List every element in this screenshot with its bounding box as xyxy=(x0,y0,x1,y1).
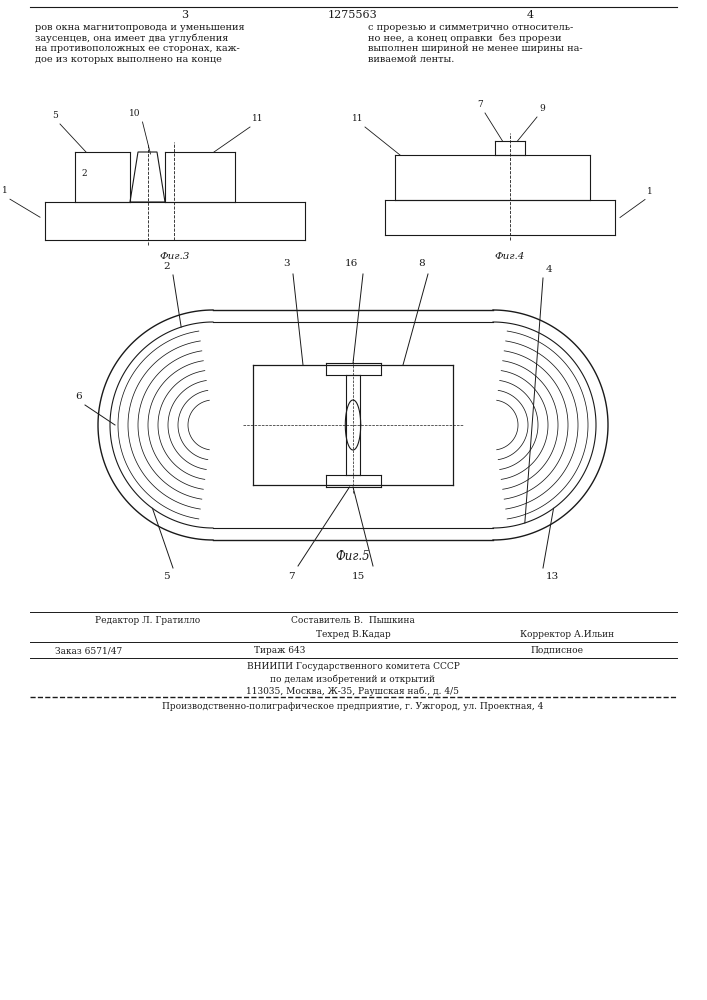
Text: 2: 2 xyxy=(81,168,87,178)
Text: 1: 1 xyxy=(647,186,653,196)
Text: Производственно-полиграфическое предприятие, г. Ужгород, ул. Проектная, 4: Производственно-полиграфическое предприя… xyxy=(163,702,544,711)
Text: 11: 11 xyxy=(351,114,363,123)
Text: 8: 8 xyxy=(419,259,425,268)
Text: 5: 5 xyxy=(163,572,170,581)
Text: Фиг.4: Фиг.4 xyxy=(495,252,525,261)
Text: Фиг.5: Фиг.5 xyxy=(336,550,370,563)
Text: Тираж 643: Тираж 643 xyxy=(255,646,305,655)
Text: ВНИИПИ Государственного комитета СССР: ВНИИПИ Государственного комитета СССР xyxy=(247,662,460,671)
Text: 7: 7 xyxy=(288,572,295,581)
Text: Заказ 6571/47: Заказ 6571/47 xyxy=(55,646,122,655)
Text: 9: 9 xyxy=(539,104,545,113)
Text: 1275563: 1275563 xyxy=(328,10,378,20)
Text: 11: 11 xyxy=(252,114,264,123)
Text: 3: 3 xyxy=(182,10,189,20)
Text: с прорезью и симметрично относитель-
но нее, а конец оправки  без прорези
выполн: с прорезью и симметрично относитель- но … xyxy=(368,23,583,64)
Text: 5: 5 xyxy=(52,111,58,120)
Text: ров окна магнитопровода и уменьшения
заусенцев, она имеет два углубления
на прот: ров окна магнитопровода и уменьшения зау… xyxy=(35,23,245,64)
Text: 2: 2 xyxy=(163,262,170,271)
Text: 16: 16 xyxy=(345,259,358,268)
Text: Фиг.3: Фиг.3 xyxy=(160,252,190,261)
Text: Редактор Л. Гратилло: Редактор Л. Гратилло xyxy=(95,616,200,625)
Text: Корректор А.Ильин: Корректор А.Ильин xyxy=(520,630,614,639)
Text: Подписное: Подписное xyxy=(530,646,583,655)
Text: 4: 4 xyxy=(546,265,553,274)
Text: по делам изобретений и открытий: по делам изобретений и открытий xyxy=(271,674,436,684)
Text: 1: 1 xyxy=(2,186,8,195)
Text: 7: 7 xyxy=(477,100,483,109)
Text: Составитель В.  Пышкина: Составитель В. Пышкина xyxy=(291,616,415,625)
Text: 3: 3 xyxy=(284,259,290,268)
Text: Техред В.Кадар: Техред В.Кадар xyxy=(315,630,390,639)
Text: 4: 4 xyxy=(527,10,534,20)
Text: 113035, Москва, Ж-35, Раушская наб., д. 4/5: 113035, Москва, Ж-35, Раушская наб., д. … xyxy=(247,686,460,696)
Text: 6: 6 xyxy=(76,392,82,401)
Text: 10: 10 xyxy=(129,109,141,118)
Text: 13: 13 xyxy=(546,572,559,581)
Text: 15: 15 xyxy=(352,572,365,581)
